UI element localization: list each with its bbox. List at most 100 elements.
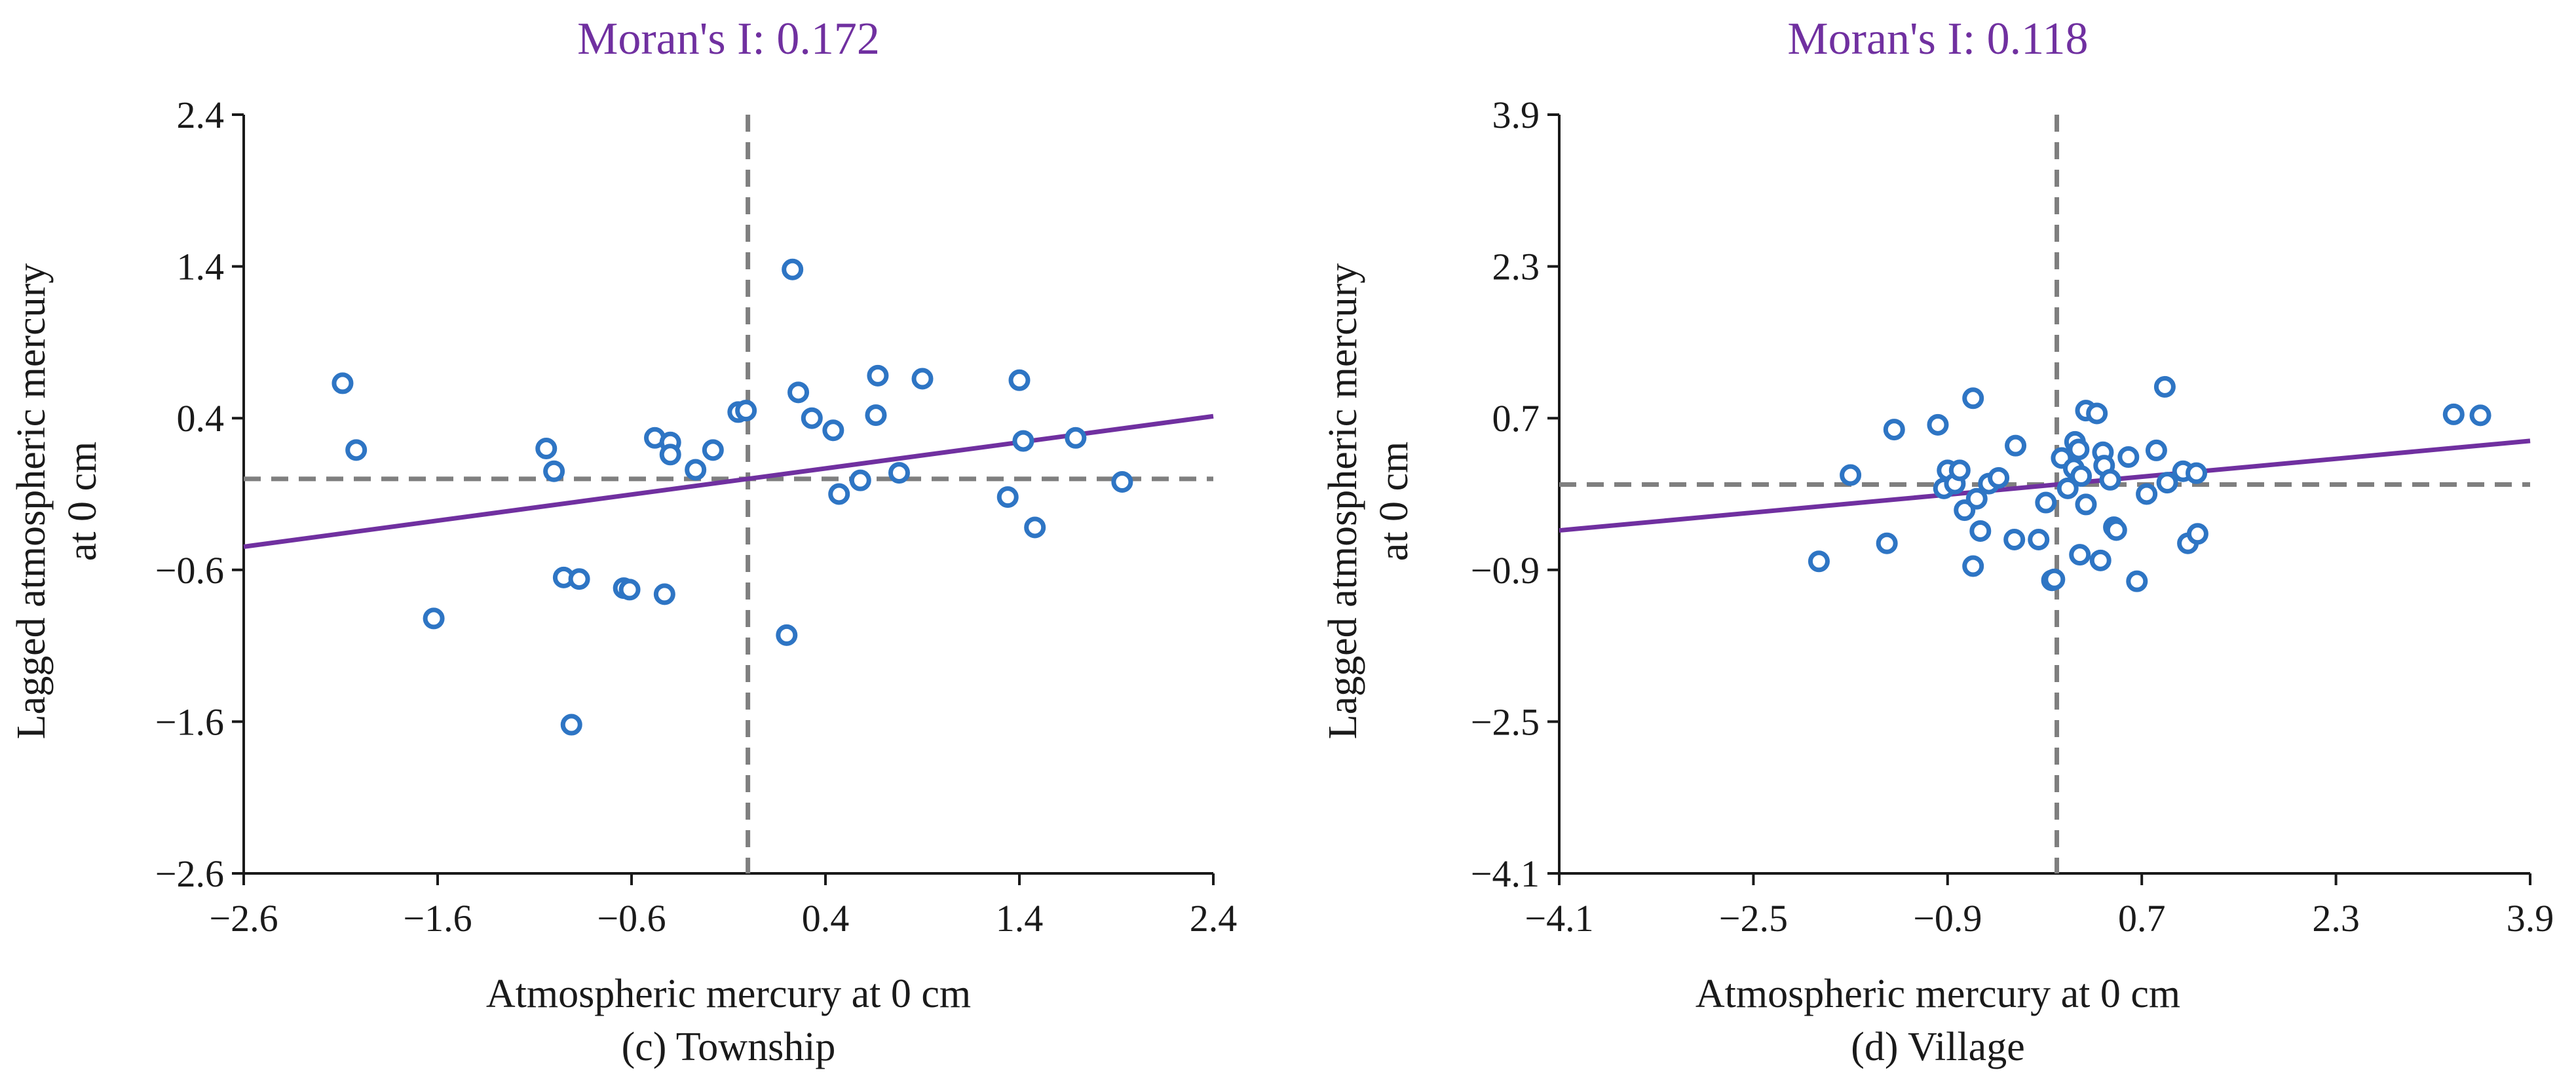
data-point xyxy=(2117,446,2140,468)
y-axis-label-line1: Lagged atmospheric mercury xyxy=(1321,263,1365,739)
data-point xyxy=(345,439,368,461)
regression-line xyxy=(243,413,1214,549)
x-tick-label: −4.1 xyxy=(1525,897,1593,940)
data-point xyxy=(653,583,675,605)
data-point xyxy=(1883,419,1905,441)
chart-title: Moran's I: 0.118 xyxy=(1787,14,2088,64)
x-tick-label: 0.7 xyxy=(2118,897,2166,940)
y-tick-label: 1.4 xyxy=(177,246,225,288)
data-point xyxy=(1008,369,1031,391)
data-point xyxy=(1024,516,1046,539)
data-point xyxy=(865,404,887,427)
data-point xyxy=(2075,493,2097,516)
data-point xyxy=(331,372,354,394)
data-point xyxy=(867,364,889,387)
y-axis-label-line1: Lagged atmospheric mercury xyxy=(9,263,54,739)
y-tick-label: −2.5 xyxy=(1471,700,1540,743)
data-point xyxy=(2126,570,2148,592)
y-tick-label: 0.4 xyxy=(177,397,225,440)
panel-township: Moran's I: 0.172 Lagged atmospheric merc… xyxy=(9,14,1237,1069)
data-point xyxy=(2469,404,2491,427)
data-point xyxy=(2086,402,2108,425)
data-point xyxy=(2442,403,2465,425)
y-tick-label: 0.7 xyxy=(1492,397,1540,440)
data-point xyxy=(996,486,1019,508)
data-point xyxy=(2136,483,2158,505)
data-point xyxy=(2035,491,2057,514)
data-point xyxy=(2186,462,2208,484)
data-point xyxy=(2043,568,2066,590)
data-point xyxy=(1012,430,1034,452)
data-point xyxy=(787,381,810,404)
y-axis-label-line2: at 0 cm xyxy=(1372,442,1416,562)
x-tick-label: 2.4 xyxy=(1190,897,1238,940)
x-tick-label: −2.5 xyxy=(1719,897,1788,940)
data-point xyxy=(2005,434,2027,457)
panel-caption: (c) Township xyxy=(622,1025,836,1069)
data-point xyxy=(560,714,582,736)
data-point xyxy=(1969,520,1992,542)
x-tick-label: 1.4 xyxy=(996,897,1044,940)
data-point xyxy=(1065,427,1087,449)
y-tick-label: 2.3 xyxy=(1492,246,1540,288)
data-point xyxy=(568,568,590,590)
data-point xyxy=(2153,375,2176,398)
data-point xyxy=(2068,438,2090,461)
x-tick-label: −1.6 xyxy=(403,897,472,940)
data-point xyxy=(1111,470,1133,493)
y-tick-label: −2.6 xyxy=(155,852,224,895)
x-axis-label: Atmospheric mercury at 0 cm xyxy=(486,972,971,1016)
chart-title: Moran's I: 0.172 xyxy=(577,14,880,64)
data-point xyxy=(543,460,565,482)
data-point xyxy=(828,483,850,505)
data-point xyxy=(1808,550,1830,573)
y-axis-label-line2: at 0 cm xyxy=(60,442,105,562)
data-point xyxy=(1988,467,2010,489)
data-point xyxy=(2145,439,2167,461)
data-point xyxy=(1948,459,1971,482)
x-tick-label: −2.6 xyxy=(209,897,278,940)
data-point xyxy=(2105,519,2127,541)
x-tick-label: 2.3 xyxy=(2312,897,2360,940)
y-tick-label: 2.4 xyxy=(177,94,225,136)
data-point xyxy=(801,407,823,429)
y-tick-label: 3.9 xyxy=(1492,94,1540,136)
data-point xyxy=(535,438,558,460)
y-tick-label: −0.6 xyxy=(155,549,224,592)
data-point xyxy=(849,469,871,491)
y-tick-label: −4.1 xyxy=(1471,852,1540,895)
data-point xyxy=(2069,544,2091,566)
data-point xyxy=(888,462,910,484)
x-tick-label: 0.4 xyxy=(802,897,850,940)
data-point xyxy=(1962,555,1984,577)
data-point xyxy=(1840,464,1862,486)
panel-caption: (d) Village xyxy=(1851,1025,2024,1069)
data-point xyxy=(1927,413,1949,436)
data-point xyxy=(2089,549,2112,571)
data-point xyxy=(1965,487,1988,510)
data-point xyxy=(659,444,681,466)
x-tick-label: −0.9 xyxy=(1913,897,1982,940)
data-point xyxy=(2099,468,2121,491)
data-point xyxy=(702,439,724,461)
x-axis-label: Atmospheric mercury at 0 cm xyxy=(1695,972,2180,1016)
data-point xyxy=(2003,528,2026,550)
data-point xyxy=(822,419,844,442)
data-point xyxy=(2070,465,2093,487)
data-point xyxy=(2156,472,2178,494)
y-tick-label: −0.9 xyxy=(1471,549,1540,592)
data-point xyxy=(1962,387,1984,410)
y-tick-label: −1.6 xyxy=(155,700,224,743)
data-point xyxy=(685,459,707,481)
data-point xyxy=(2028,528,2050,550)
data-point xyxy=(1876,532,1898,554)
data-point xyxy=(911,368,934,390)
data-point xyxy=(423,607,445,630)
regression-line xyxy=(1559,438,2531,533)
x-tick-label: 3.9 xyxy=(2507,897,2554,940)
data-point xyxy=(2186,523,2208,545)
x-tick-label: −0.6 xyxy=(597,897,666,940)
data-point xyxy=(2056,477,2079,499)
data-point xyxy=(782,258,804,280)
